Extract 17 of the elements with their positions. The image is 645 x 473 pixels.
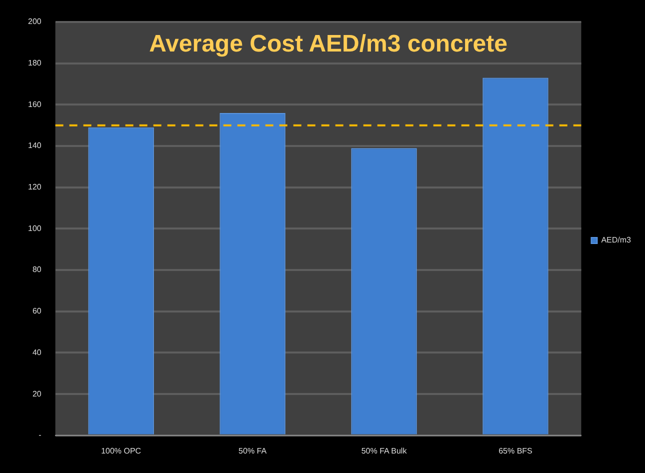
- y-tick-label: -: [38, 430, 42, 440]
- y-tick-label: 80: [32, 265, 42, 274]
- y-tick-label: 180: [28, 58, 42, 68]
- x-tick-label: 100% OPC: [101, 446, 142, 456]
- y-tick-label: 40: [32, 348, 42, 357]
- y-tick-label: 200: [28, 17, 42, 26]
- chart-title: Average Cost AED/m3 concrete: [149, 30, 508, 58]
- y-tick-label: 60: [32, 306, 42, 316]
- x-tick-label: 50% FA Bulk: [361, 446, 408, 456]
- legend-label: AED/m3: [601, 236, 632, 245]
- y-tick-label: 160: [28, 100, 42, 109]
- y-tick-label: 120: [28, 182, 42, 192]
- x-tick-label: 65% BFS: [498, 446, 532, 456]
- x-tick-label: 50% FA: [238, 446, 268, 456]
- y-tick-label: 100: [28, 224, 42, 233]
- y-tick-label: 140: [28, 141, 42, 150]
- y-tick-label: 20: [32, 389, 42, 398]
